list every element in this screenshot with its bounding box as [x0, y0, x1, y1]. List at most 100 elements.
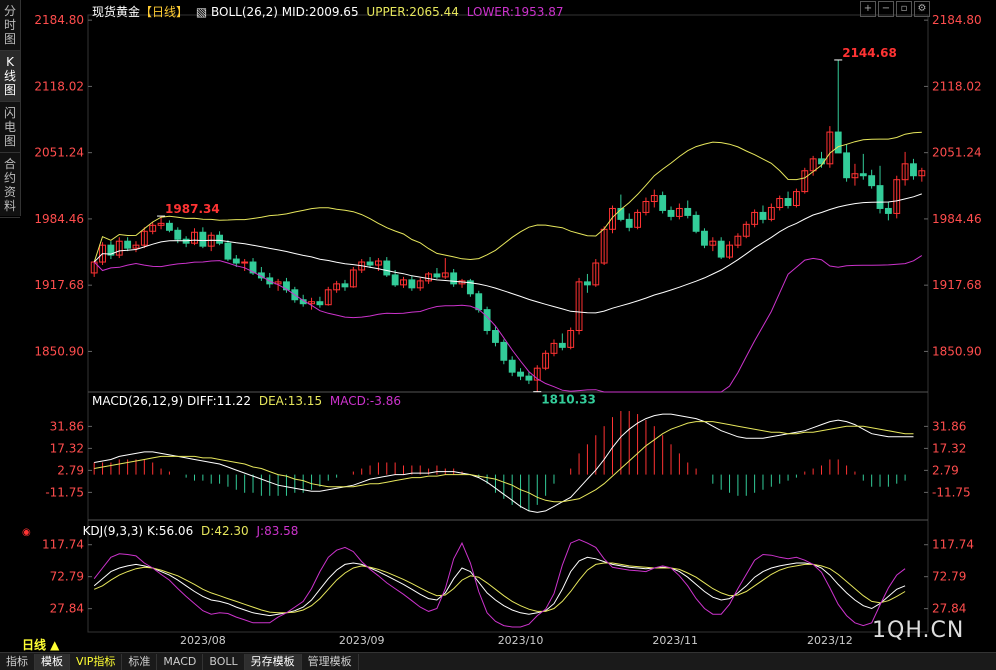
settings-icon[interactable]: ⚙: [914, 1, 930, 17]
candle: [157, 222, 165, 226]
y-tick-label-right: 1984.46: [932, 212, 982, 226]
tab-save-template[interactable]: 另存模板: [244, 653, 302, 670]
candle: [241, 261, 249, 264]
boll-lower: LOWER:1953.87: [466, 5, 564, 19]
macd-value: MACD:-3.86: [329, 394, 401, 408]
candle: [124, 240, 132, 249]
candle: [893, 179, 901, 214]
y-tick-label-right: 117.74: [932, 538, 974, 552]
candle: [525, 375, 533, 381]
kdj-j: J:83.58: [256, 524, 299, 538]
candle: [283, 281, 290, 291]
y-tick-label-left: 1984.46: [34, 212, 84, 226]
boll-upper-line: [93, 131, 922, 263]
candle: [834, 131, 842, 154]
candle: [308, 301, 315, 305]
candle: [550, 342, 558, 354]
candle: [149, 224, 157, 232]
candle: [257, 272, 265, 279]
candle: [224, 242, 232, 260]
y-tick-label-left: 17.32: [50, 441, 84, 455]
candle: [466, 280, 474, 295]
bottom-toolbar: 指标 模板 VIP指标 标准 MACD BOLL 另存模板 管理模板: [0, 652, 996, 670]
candle: [843, 152, 851, 179]
period-selector[interactable]: 日线 ▲: [22, 638, 60, 652]
candle: [583, 281, 591, 286]
candle: [475, 293, 483, 311]
boll-mid-line: [93, 193, 922, 314]
candle: [542, 352, 550, 369]
candle: [884, 207, 892, 214]
candle: [659, 195, 667, 211]
candle: [667, 209, 675, 217]
tab-indicator[interactable]: 指标: [0, 653, 35, 670]
candle: [592, 262, 600, 286]
candle: [441, 272, 449, 278]
y-tick-label-right: 2.79: [932, 463, 959, 477]
y-tick-label-right: 27.84: [932, 602, 966, 616]
candle: [567, 329, 575, 348]
tab-manage-template[interactable]: 管理模板: [302, 653, 359, 670]
candle: [391, 274, 399, 286]
candle: [324, 289, 332, 306]
x-tick-label: 2023/11: [652, 634, 698, 647]
candle: [425, 273, 433, 282]
candle: [734, 235, 742, 246]
candle: [709, 240, 717, 246]
tab-boll[interactable]: BOLL: [203, 653, 245, 670]
zoom-in-icon[interactable]: ▫: [896, 1, 912, 17]
tab-lightning[interactable]: 闪电图: [0, 102, 20, 153]
candle: [383, 260, 391, 276]
price-annotation: 1987.34: [165, 202, 220, 216]
candle: [274, 281, 282, 285]
kline-chart[interactable]: 2184.80 2184.80 2118.02 2118.02 2051.24 2051.…: [0, 0, 996, 652]
x-tick-label: 2023/12: [807, 634, 853, 647]
candle: [901, 163, 909, 181]
tab-standard[interactable]: 标准: [122, 653, 158, 670]
tab-macd[interactable]: MACD: [157, 653, 204, 670]
y-tick-label-right: 31.86: [932, 419, 966, 433]
tab-contract-info[interactable]: 合约资料: [0, 153, 20, 218]
tab-kline[interactable]: K线图: [0, 51, 20, 102]
tab-template[interactable]: 模板: [35, 653, 70, 670]
kdj-k: K:56.06: [146, 524, 194, 538]
candle: [809, 158, 817, 172]
candle: [191, 231, 198, 244]
candle: [701, 230, 708, 246]
tab-timeshare[interactable]: 分时图: [0, 0, 20, 51]
instrument-name: 现货黄金: [92, 5, 141, 19]
tab-vip-indicator[interactable]: VIP指标: [70, 653, 123, 670]
main-chart-header: 现货黄金【日线】 ▧ BOLL(26,2) MID:2009.65 UPPER:…: [92, 3, 564, 20]
y-tick-label-left: 27.84: [50, 602, 84, 616]
candle: [717, 240, 725, 258]
candle: [759, 211, 767, 220]
candle: [517, 371, 524, 377]
candle: [826, 131, 834, 165]
y-tick-label-left: 2118.02: [34, 79, 84, 93]
kdj-label: KDJ(9,3,3): [82, 524, 144, 538]
candle: [115, 240, 123, 256]
kdj-d-line: [94, 562, 906, 614]
candle: [341, 283, 349, 288]
candle: [408, 279, 416, 289]
y-tick-label-left: 2184.80: [34, 13, 84, 27]
candle: [751, 211, 759, 225]
y-tick-label-right: 1917.68: [932, 278, 982, 292]
candle: [692, 214, 700, 232]
indicator-settings-icon[interactable]: ◉: [22, 527, 31, 538]
crosshair-icon[interactable]: +: [860, 1, 876, 17]
candle: [333, 283, 341, 291]
macd-header: MACD(26,12,9) DIFF:11.22 DEA:13.15 MACD:…: [92, 394, 401, 408]
y-tick-label-left: 1850.90: [34, 344, 84, 358]
candle: [675, 207, 683, 217]
zoom-out-icon[interactable]: −: [878, 1, 894, 17]
chart-toolbar: + − ▫ ⚙: [860, 1, 930, 17]
boll-lower-line: [93, 255, 923, 393]
x-tick-label: 2023/10: [498, 634, 544, 647]
y-tick-label-left: 2051.24: [34, 146, 84, 160]
macd-label: MACD(26,12,9): [92, 394, 184, 408]
candle: [107, 244, 115, 256]
boll-label: BOLL(26,2): [211, 5, 278, 19]
candle: [500, 341, 508, 361]
y-tick-label-left: 72.79: [50, 570, 84, 584]
